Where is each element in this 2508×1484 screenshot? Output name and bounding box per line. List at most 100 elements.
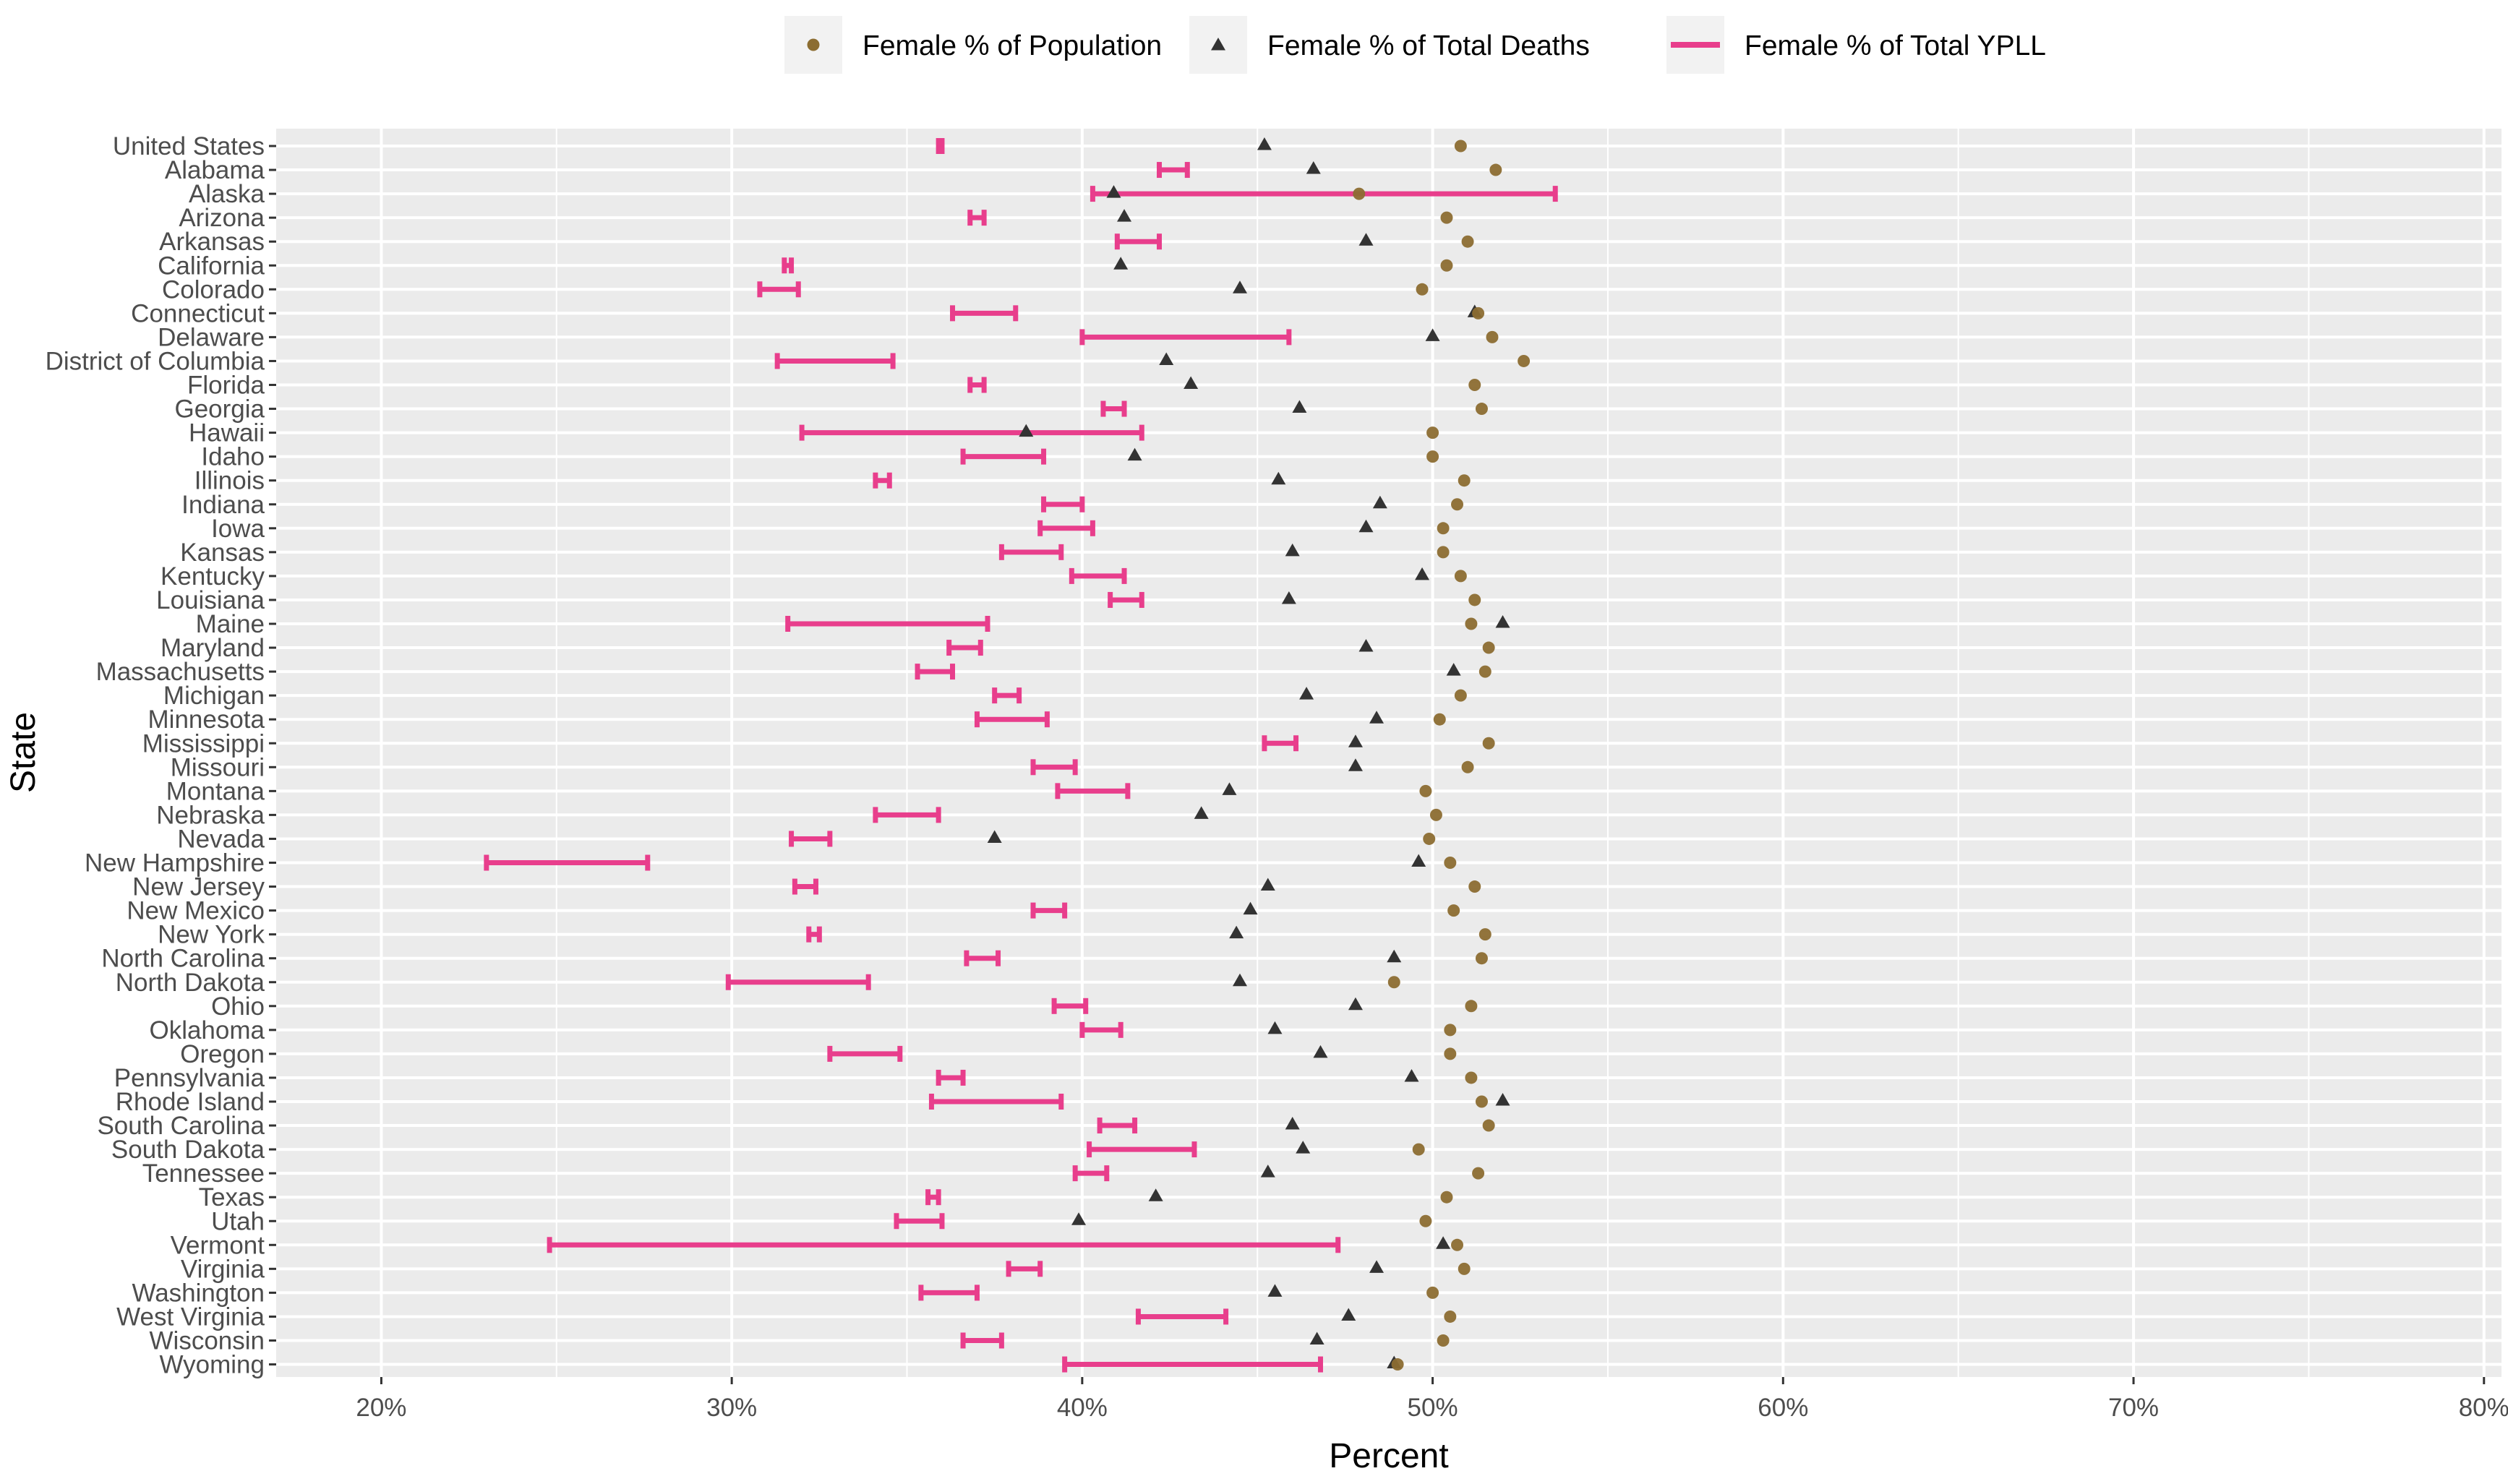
deaths-point [1369, 1260, 1384, 1273]
population-point [1478, 928, 1491, 941]
population-point [1461, 235, 1474, 248]
y-tick-label: Arizona [179, 204, 265, 232]
population-point [1437, 522, 1450, 535]
population-point [1518, 354, 1531, 367]
deaths-point [1299, 687, 1314, 700]
legend-label: Female % of Population [863, 30, 1162, 61]
population-point [1416, 283, 1429, 296]
population-point [1468, 880, 1481, 893]
deaths-point [1495, 1093, 1510, 1106]
y-tick-label: Minnesota [148, 705, 265, 734]
ypll-errorbar [1108, 591, 1144, 608]
deaths-point [1281, 591, 1296, 604]
population-point [1440, 1191, 1453, 1204]
ypll-errorbar [547, 1237, 1341, 1253]
population-point [1486, 330, 1499, 343]
y-tick-label: Idaho [201, 443, 265, 471]
y-tick-label: Utah [211, 1207, 265, 1235]
deaths-point [1148, 1188, 1163, 1201]
ypll-errorbar [1090, 186, 1558, 202]
population-point [1475, 1095, 1488, 1108]
population-point [1423, 832, 1436, 845]
ypll-errorbar [964, 950, 1001, 966]
y-tick-label: Florida [187, 372, 265, 400]
grid-lines [276, 129, 2501, 1377]
y-tick-label: Maine [196, 610, 265, 638]
ypll-errorbar [757, 281, 801, 298]
deaths-point [1232, 973, 1247, 987]
y-tick-label: Oregon [180, 1040, 265, 1068]
x-tick-label: 40% [1057, 1394, 1108, 1422]
ypll-errorbar [1062, 1356, 1323, 1373]
y-tick-label: United States [113, 132, 265, 160]
population-point [1454, 689, 1467, 702]
population-point [1458, 474, 1471, 487]
ypll-errorbar [785, 616, 990, 632]
y-tick-label: Maryland [161, 634, 265, 662]
deaths-point [1358, 519, 1374, 533]
population-point [1465, 617, 1478, 630]
ypll-errorbar [1069, 567, 1127, 584]
population-point [1451, 1238, 1464, 1251]
ypll-errorbar [992, 687, 1022, 704]
ypll-errorbar [806, 926, 822, 943]
ypll-errorbar [1135, 1308, 1229, 1325]
deaths-point [1229, 925, 1244, 939]
deaths-point [987, 830, 1002, 843]
population-point [1482, 737, 1495, 750]
y-tick-label: Texas [199, 1183, 265, 1211]
y-tick-label: New York [158, 921, 265, 949]
y-tick-label: South Carolina [97, 1112, 265, 1140]
population-point [1472, 306, 1485, 319]
deaths-point [1387, 949, 1402, 963]
y-tick-label: Massachusetts [96, 658, 265, 686]
population-point [1444, 1047, 1457, 1060]
deaths-point [1348, 997, 1363, 1011]
ypll-errorbar [928, 1094, 1064, 1110]
ypll-errorbar [725, 974, 871, 990]
y-tick-label: Louisiana [156, 586, 265, 614]
ypll-errorbar [960, 1332, 1004, 1349]
deaths-point [1222, 782, 1237, 795]
ypll-errorbar [1030, 759, 1078, 776]
population-point [1426, 426, 1439, 439]
y-tick-label: Indiana [181, 491, 265, 519]
y-tick-label: Alabama [165, 156, 265, 184]
deaths-point [1348, 758, 1363, 771]
x-axis: 20% 30% 40% 50% 60% 70% 80% [356, 1377, 2508, 1422]
population-point [1444, 1024, 1457, 1037]
population-point [1447, 904, 1460, 917]
deaths-point [1415, 567, 1430, 580]
deaths-point [1232, 280, 1247, 293]
population-point [1353, 187, 1366, 200]
population-point [1468, 379, 1481, 391]
deaths-point [1267, 1284, 1283, 1297]
population-point [1391, 1358, 1404, 1371]
population-point [1461, 760, 1474, 773]
plot-panel [276, 129, 2501, 1377]
legend-label: Female % of Total YPLL [1745, 30, 2046, 61]
ypll-errorbar [774, 353, 896, 369]
population-point [1444, 1310, 1457, 1323]
deaths-point [1411, 854, 1426, 867]
y-tick-label: Wisconsin [150, 1327, 265, 1355]
x-tick-label: 20% [356, 1394, 406, 1422]
legend-item-pop: Female % of Population [784, 16, 1162, 74]
deaths-point [1358, 639, 1374, 652]
deaths-point [1019, 424, 1034, 437]
population-point [1482, 1119, 1495, 1132]
ypll-errorbar [827, 1045, 903, 1062]
y-tick-label: Delaware [158, 323, 265, 351]
ypll-errorbar [873, 472, 892, 489]
ypll-errorbar [936, 138, 945, 154]
ypll-errorbar [960, 448, 1047, 465]
ypll-errorbar [1100, 400, 1127, 417]
y-tick-label: North Dakota [116, 969, 265, 997]
deaths-point [1194, 806, 1209, 819]
population-series [1353, 140, 1531, 1371]
ypll-errorbar [998, 544, 1064, 560]
ypll-errorbar [918, 1284, 980, 1301]
ypll-errorbar [484, 854, 651, 871]
deaths-point [1348, 734, 1363, 747]
